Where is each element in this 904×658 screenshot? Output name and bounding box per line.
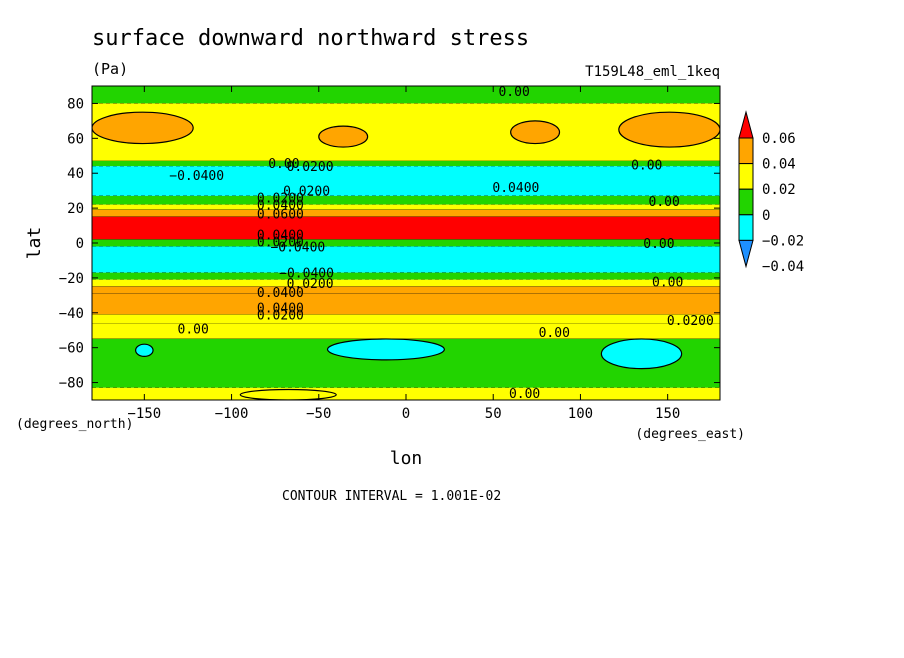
colorbar-swatch [738, 137, 754, 165]
colorbar-swatch [738, 214, 754, 241]
y-axis-label: lat [24, 227, 45, 260]
contour-label: 0.0400 [492, 181, 539, 196]
dataset-label: T159L48_eml_1keq [585, 64, 720, 80]
zonal-band-7 [92, 216, 720, 240]
x-tick-label: 0 [402, 406, 410, 422]
contour-label: 0.0200 [287, 277, 334, 292]
y-tick-label: −40 [59, 306, 84, 322]
contour-labels: 0.000.000.0200−0.04000.04000.000.000.020… [169, 85, 714, 402]
regional-features [92, 111, 720, 400]
contour-label: 0.00 [509, 387, 540, 402]
contour-label: 0.0400 [257, 199, 304, 214]
contour-label: 0.00 [539, 326, 570, 341]
chart-title: surface downward northward stress [92, 26, 529, 51]
contour-label: 0.0200 [257, 235, 304, 250]
contour-label: 0.00 [178, 322, 209, 337]
x-tick-label: 100 [568, 406, 593, 422]
zonal-band-8 [92, 239, 720, 247]
zonal-band-3 [92, 166, 720, 196]
zonal-band-5 [92, 204, 720, 210]
zonal-band-4 [92, 195, 720, 205]
colorbar: −0.04 −0.02 0 0.02 0.04 0.06 [738, 110, 804, 275]
colorbar-label: 0 [762, 208, 770, 224]
regional-feature-7 [239, 388, 337, 400]
contour-label: 0.0200 [257, 309, 304, 324]
zonal-band-15 [92, 323, 720, 339]
contour-interval-note: CONTOUR INTERVAL = 1.001E-02 [282, 489, 501, 504]
regional-feature-0 [92, 111, 194, 145]
regional-feature-5 [326, 338, 445, 361]
x-tick-label: −150 [127, 406, 161, 422]
y-tick-label: −20 [59, 271, 84, 287]
x-units-label: (degrees_east) [635, 427, 745, 442]
zonal-band-6 [92, 209, 720, 217]
contour-label: −0.0400 [169, 169, 224, 184]
y-axis-ticks: −80 −60 −40 −20 0 20 40 60 80 [59, 96, 720, 392]
y-tick-label: −80 [59, 376, 84, 392]
regional-feature-3 [618, 111, 720, 148]
x-axis-label: lon [390, 448, 423, 469]
colorbar-label: 0.06 [762, 131, 796, 147]
colorbar-label: −0.02 [762, 233, 804, 249]
zonal-band-14 [92, 314, 720, 324]
colorbar-swatch [738, 163, 754, 190]
contour-label: 0.00 [498, 85, 529, 100]
contour-label: 0.0200 [257, 192, 304, 207]
colorbar-label: 0.02 [762, 182, 796, 198]
contour-label: 0.0600 [257, 207, 304, 222]
zonal-band-11 [92, 279, 720, 287]
contour-label: 0.0200 [667, 314, 714, 329]
y-tick-label: 20 [67, 201, 84, 217]
units-label: (Pa) [92, 60, 128, 78]
y-tick-label: 40 [67, 166, 84, 182]
x-tick-label: −100 [215, 406, 249, 422]
contour-label: 0.00 [268, 157, 299, 172]
regional-feature-4 [135, 343, 154, 357]
plot-area: 0.000.000.0200−0.04000.04000.000.000.020… [92, 85, 720, 402]
colorbar-swatch [738, 188, 754, 216]
contour-label: −0.0400 [279, 267, 334, 282]
colorbar-label: −0.04 [762, 259, 804, 275]
colorbar-label: 0.04 [762, 157, 796, 173]
x-tick-label: 150 [655, 406, 680, 422]
x-tick-label: −50 [306, 406, 331, 422]
contour-label: 0.00 [643, 237, 674, 252]
contour-label: 0.00 [652, 275, 683, 290]
zonal-band-12 [92, 286, 720, 294]
contour-label: 0.0200 [287, 160, 334, 175]
zonal-band-13 [92, 293, 720, 315]
regional-feature-1 [318, 125, 369, 148]
zonal-band-10 [92, 272, 720, 280]
zonal-band-0 [92, 86, 720, 104]
y-tick-label: 0 [76, 236, 84, 252]
zonal-band-9 [92, 246, 720, 273]
contour-label: 0.0400 [257, 286, 304, 301]
contour-label: 0.00 [649, 195, 680, 210]
y-tick-label: −60 [59, 341, 84, 357]
x-axis-ticks: −150 −100 −50 0 50 100 150 [127, 86, 680, 422]
regional-feature-6 [600, 338, 683, 370]
y-tick-label: 60 [67, 131, 84, 147]
y-tick-label: 80 [67, 96, 84, 112]
contour-label: −0.0400 [270, 240, 325, 255]
contour-label: 0.00 [631, 159, 662, 174]
zonal-band-2 [92, 161, 720, 167]
x-tick-label: 50 [485, 406, 502, 422]
zonal-band-1 [92, 103, 720, 162]
contour-label: 0.0400 [257, 228, 304, 243]
contour-label: 0.0400 [257, 302, 304, 317]
colorbar-top-arrow [738, 110, 754, 139]
regional-feature-2 [510, 120, 561, 145]
contour-label: 0.0200 [283, 185, 330, 200]
colorbar-bottom-arrow [738, 239, 754, 269]
y-units-label: (degrees_north) [16, 417, 133, 432]
